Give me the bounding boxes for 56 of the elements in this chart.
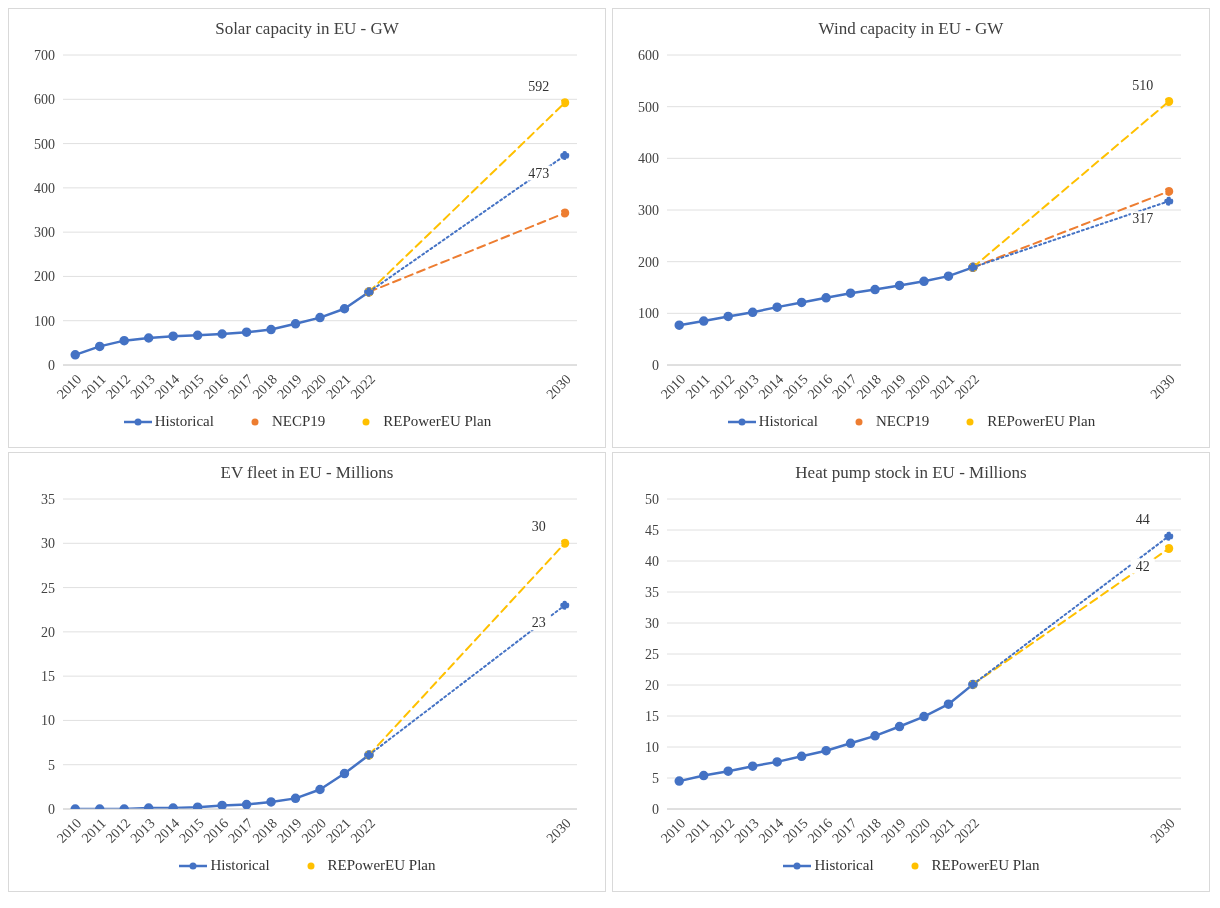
y-tick-label: 300: [34, 225, 55, 241]
y-tick-label: 200: [638, 254, 659, 270]
legend-label: REPowerEU Plan: [383, 413, 492, 430]
data-label: 44: [1135, 512, 1150, 528]
y-tick-label: 40: [645, 553, 659, 569]
legend-label: Historical: [154, 413, 214, 430]
y-tick-label: 600: [34, 92, 55, 108]
y-tick-label: 300: [638, 202, 659, 218]
legend-label: REPowerEU Plan: [987, 413, 1096, 430]
y-tick-label: 35: [41, 491, 55, 507]
chart-title: Heat pump stock in EU - Millions: [794, 463, 1028, 484]
y-tick-label: 10: [41, 713, 55, 729]
data-label: 473: [528, 165, 550, 181]
y-tick-label: 0: [48, 357, 55, 373]
y-tick-label: 400: [638, 151, 659, 167]
y-tick-label: 600: [638, 47, 659, 63]
y-tick-label: 5: [48, 757, 55, 773]
y-tick-label: 0: [652, 801, 659, 817]
legend-label: NECP19: [875, 413, 930, 430]
y-tick-label: 5: [652, 770, 659, 786]
legend-label: NECP19: [271, 413, 326, 430]
y-tick-label: 50: [645, 491, 659, 507]
y-tick-label: 10: [645, 739, 659, 755]
y-tick-label: 25: [41, 580, 55, 596]
y-tick-label: 30: [645, 615, 659, 631]
legend-label: Historical: [210, 857, 270, 874]
data-label: 23: [531, 615, 546, 631]
y-tick-label: 15: [645, 708, 659, 724]
chart-title: Wind capacity in EU - GW: [817, 19, 1005, 40]
y-tick-label: 200: [34, 269, 55, 285]
y-tick-label: 100: [638, 306, 659, 322]
y-tick-label: 0: [652, 357, 659, 373]
y-tick-label: 35: [645, 584, 659, 600]
data-label: 30: [531, 519, 546, 535]
chart-title: Solar capacity in EU - GW: [214, 19, 400, 40]
y-tick-label: 45: [645, 522, 659, 538]
data-label: 510: [1132, 77, 1154, 93]
y-tick-label: 25: [645, 646, 659, 662]
y-tick-label: 100: [34, 313, 55, 329]
y-tick-label: 30: [41, 536, 55, 552]
y-tick-label: 20: [645, 677, 659, 693]
y-tick-label: 400: [34, 180, 55, 196]
legend-label: Historical: [814, 857, 874, 874]
legend-label: REPowerEU Plan: [327, 857, 436, 874]
data-label: 42: [1135, 558, 1150, 574]
data-label: 317: [1132, 211, 1154, 227]
y-tick-label: 700: [34, 47, 55, 63]
chart-title: EV fleet in EU - Millions: [219, 463, 395, 484]
y-tick-label: 15: [41, 669, 55, 685]
y-tick-label: 500: [34, 136, 55, 152]
y-tick-label: 20: [41, 624, 55, 640]
data-label: 592: [528, 78, 550, 94]
legend-label: Historical: [758, 413, 818, 430]
legend-label: REPowerEU Plan: [931, 857, 1040, 874]
y-tick-label: 0: [48, 801, 55, 817]
y-tick-label: 500: [638, 99, 659, 115]
